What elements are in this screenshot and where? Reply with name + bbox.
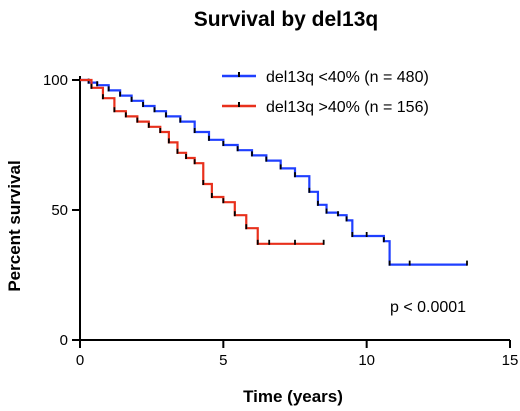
x-tick-label: 10 xyxy=(358,352,375,369)
chart-title: Survival by del13q xyxy=(194,8,378,31)
y-tick-label: 100 xyxy=(43,72,68,89)
x-tick-label: 15 xyxy=(502,352,519,369)
plot-area: 0 5 10 15 0 50 100 del13q <40% (n = 480) del13q … xyxy=(43,69,518,369)
y-axis-label: Percent survival xyxy=(5,160,24,291)
p-value-annotation: p < 0.0001 xyxy=(390,299,466,316)
y-tick-label: 50 xyxy=(51,202,68,219)
x-axis-label: Time (years) xyxy=(243,387,343,406)
legend-label-0: del13q <40% (n = 480) xyxy=(266,69,429,86)
x-tick-label: 5 xyxy=(219,352,227,369)
x-tick-label: 0 xyxy=(76,352,84,369)
legend-label-1: del13q >40% (n = 156) xyxy=(266,99,429,116)
y-tick-label: 0 xyxy=(60,332,68,349)
